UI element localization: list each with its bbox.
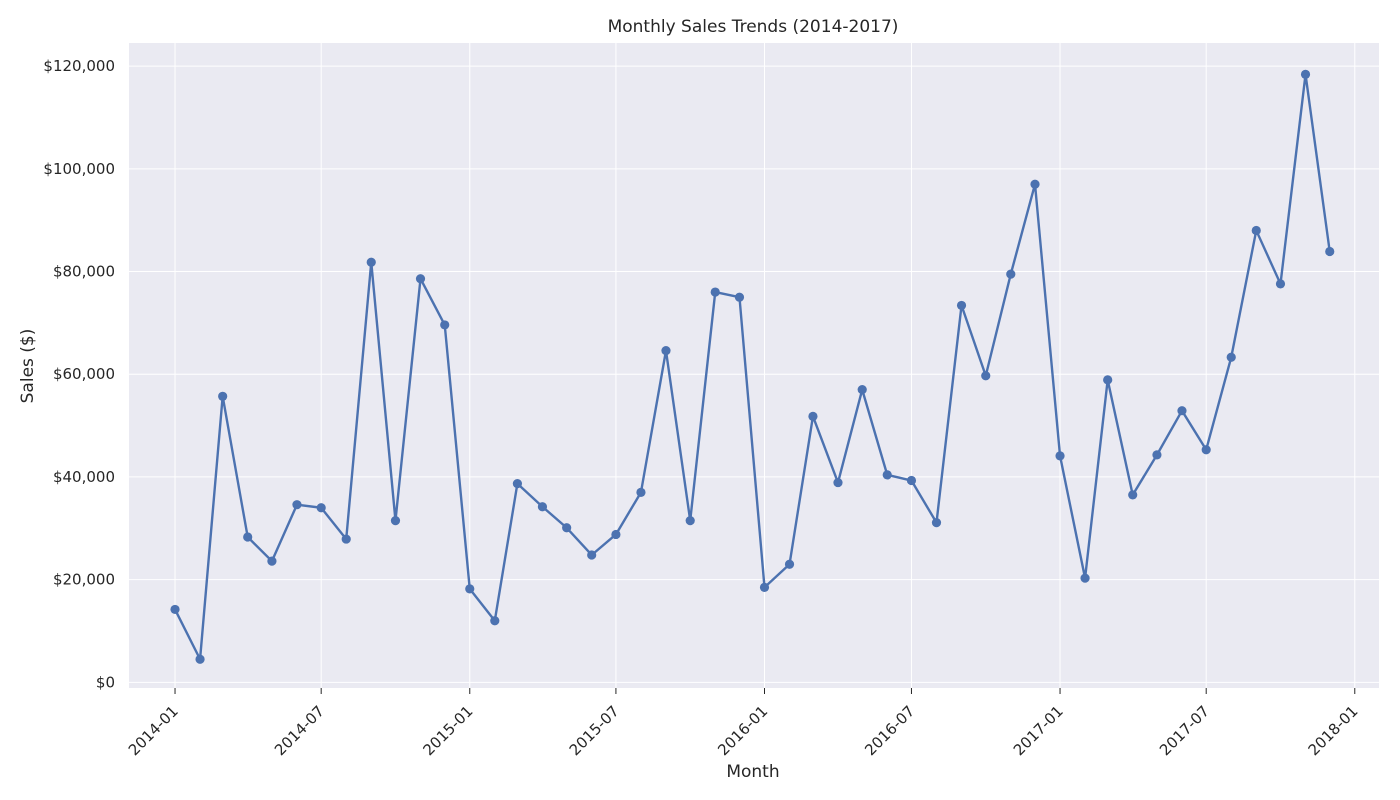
chart-title: Monthly Sales Trends (2014-2017) <box>608 17 899 37</box>
data-point <box>833 477 843 488</box>
data-point <box>465 584 475 594</box>
grid-lines <box>129 43 1379 688</box>
data-point <box>906 475 917 486</box>
x-tick-label: 2014-01 <box>125 702 182 759</box>
data-point <box>1251 225 1261 236</box>
y-tick-label: $40,000 <box>53 468 115 486</box>
data-point <box>956 300 967 311</box>
x-tick-label: 2017-01 <box>1010 702 1067 759</box>
x-tick-label: 2018-01 <box>1305 702 1362 759</box>
data-point <box>734 292 745 302</box>
data-point <box>341 534 351 544</box>
data-point <box>537 502 548 512</box>
x-axis-ticks: 2014-01 2014-07 2015-01 2015-07 2016-01 2016-… <box>125 688 1362 759</box>
data-point <box>243 532 253 542</box>
data-point <box>1030 179 1040 189</box>
data-point <box>1226 352 1236 362</box>
data-point <box>1006 269 1016 279</box>
x-tick-label: 2016-07 <box>861 702 918 759</box>
data-point <box>1275 279 1286 289</box>
data-point <box>882 470 892 480</box>
x-tick-label: 2015-07 <box>566 702 623 759</box>
data-point <box>587 550 597 560</box>
x-tick-label: 2015-01 <box>420 702 477 759</box>
data-point <box>857 385 867 395</box>
data-point <box>1128 490 1138 500</box>
plot-area <box>129 43 1379 688</box>
x-axis-title: Month <box>726 762 779 782</box>
data-point <box>170 604 180 615</box>
data-point <box>685 515 695 526</box>
y-axis-ticks: $0 $20,000 $40,000 $60,000 $80,000 $100,000 $1… <box>43 57 115 691</box>
data-point <box>636 487 646 497</box>
data-point <box>1055 451 1065 461</box>
data-point <box>661 346 671 356</box>
data-point <box>1103 375 1113 385</box>
data-point <box>611 529 621 540</box>
y-tick-label: $80,000 <box>53 263 115 281</box>
data-point <box>1300 69 1311 79</box>
data-point <box>759 582 770 592</box>
data-point <box>981 371 991 381</box>
data-point <box>1201 445 1211 455</box>
data-point <box>562 523 572 533</box>
data-point <box>415 274 426 284</box>
x-tick-label: 2017-07 <box>1156 702 1213 759</box>
data-point <box>784 559 795 569</box>
data-point <box>931 518 942 528</box>
y-tick-label: $60,000 <box>53 365 115 383</box>
series-line <box>173 73 1331 661</box>
y-axis-title: Sales ($) <box>18 329 38 404</box>
data-point <box>808 411 818 421</box>
data-point <box>1152 450 1162 460</box>
y-tick-label: $0 <box>96 673 115 691</box>
data-point <box>316 503 326 513</box>
y-tick-label: $100,000 <box>43 160 115 178</box>
data-point <box>292 500 302 510</box>
x-tick-label: 2014-07 <box>271 702 328 759</box>
data-point <box>218 391 228 401</box>
series-layer <box>170 69 1335 664</box>
data-point <box>390 515 401 526</box>
x-tick-label: 2016-01 <box>714 702 771 759</box>
data-point <box>512 479 523 489</box>
data-point <box>267 556 277 566</box>
y-tick-label: $120,000 <box>43 57 115 75</box>
y-tick-label: $20,000 <box>53 571 115 589</box>
data-point <box>490 616 500 626</box>
data-point <box>710 287 720 297</box>
data-point <box>440 320 450 330</box>
data-point <box>366 257 376 267</box>
data-point <box>1080 573 1090 583</box>
data-point <box>1177 406 1187 416</box>
data-point <box>195 654 205 664</box>
data-point <box>1325 246 1335 257</box>
